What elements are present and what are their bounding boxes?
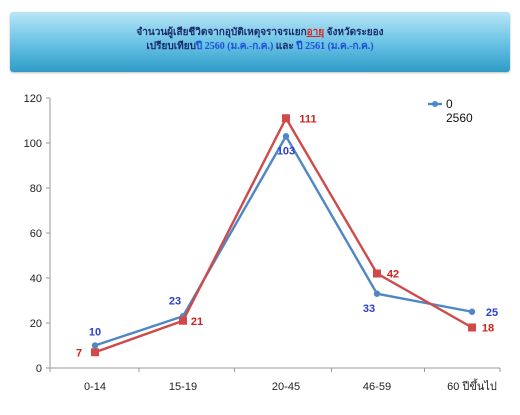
y-tick-label: 40	[30, 273, 42, 285]
series-2-point	[373, 269, 381, 278]
series-1-line	[94, 135, 473, 347]
x-tick-label: 46-59	[363, 381, 391, 393]
title-banner: จำนวนผู้เสียชีวิตจากอุบัติเหตุจราจรแยกอา…	[10, 12, 510, 72]
title-line-2: เปรียบเทียบปี 2560 (ม.ค.-ก.ค.) และ ปี 25…	[10, 40, 510, 54]
title-line-2-part-a: เปรียบเทียบ	[146, 41, 196, 52]
title-line-2-part-d: ปี 2561 (ม.ค.-ก.ค.)	[296, 41, 374, 52]
y-tick-label: 60	[30, 228, 42, 240]
series-2-data-label: 18	[482, 323, 494, 335]
series-2-data-label: 7	[76, 347, 82, 359]
title-line-1-part-c: จังหวัดระยอง	[324, 27, 384, 38]
x-tick-label: 15-19	[169, 381, 197, 393]
y-tick-label: 0	[36, 363, 42, 375]
y-tick-label: 20	[30, 318, 42, 330]
series-2-point	[282, 114, 290, 123]
y-tick-label: 80	[30, 183, 42, 195]
series-1-point	[282, 133, 290, 140]
series-1-data-label: 10	[89, 327, 101, 339]
series-2-data-label: 111	[299, 113, 316, 125]
title-line-2-part-b: ปี 2560 (ม.ค.-ก.ค.)	[195, 41, 274, 52]
series-2-point	[179, 316, 187, 325]
series-1-data-label: 25	[486, 307, 498, 319]
series-2-point	[91, 348, 99, 357]
series-1-point	[468, 308, 476, 315]
series-1-data-label: 33	[363, 303, 375, 315]
title-line-1: จำนวนผู้เสียชีวิตจากอุบัติเหตุจราจรแยกอา…	[10, 12, 510, 40]
legend-swatch-point	[432, 101, 438, 107]
legend-label-secondary: 2560	[446, 111, 473, 125]
series-2-point	[468, 323, 476, 332]
x-tick-label: 60 ปีขึ้นไป	[447, 378, 497, 393]
y-tick-label: 100	[24, 138, 42, 150]
title-line-1-part-a: จำนวนผู้เสียชีวิตจากอุบัติเหตุจราจรแยก	[136, 27, 307, 38]
series-1-data-label: 103	[277, 145, 295, 157]
x-tick-label: 20-45	[272, 381, 300, 393]
series-1-point	[373, 290, 381, 297]
y-tick-label: 120	[24, 93, 42, 105]
title-line-2-part-c: และ	[273, 41, 297, 52]
series-2-data-label: 42	[387, 269, 399, 281]
x-tick-label: 0-14	[84, 381, 106, 393]
title-line-1-part-b: อายุ	[306, 27, 325, 38]
legend-label: 0	[446, 97, 453, 111]
series-2-data-label: 21	[191, 316, 203, 328]
series-1-point	[91, 342, 99, 349]
series-1-data-label: 23	[169, 295, 181, 307]
